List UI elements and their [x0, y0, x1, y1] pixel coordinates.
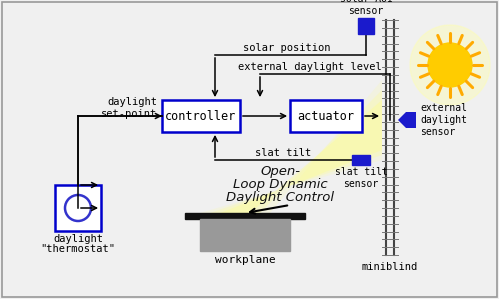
Text: daylight: daylight	[53, 234, 103, 244]
Circle shape	[428, 43, 472, 87]
Text: Daylight Control: Daylight Control	[226, 191, 334, 204]
Text: slat tilt
sensor: slat tilt sensor	[334, 167, 387, 189]
Polygon shape	[398, 112, 416, 128]
Bar	[185, 213, 305, 219]
Circle shape	[410, 25, 490, 105]
Text: actuator: actuator	[297, 109, 354, 123]
Polygon shape	[220, 100, 382, 213]
FancyBboxPatch shape	[162, 100, 240, 132]
Text: daylight
set-point: daylight set-point	[101, 97, 157, 119]
Text: solar AOI
sensor: solar AOI sensor	[339, 0, 392, 16]
Polygon shape	[200, 80, 382, 213]
Text: solar position: solar position	[243, 43, 330, 53]
Text: "thermostat": "thermostat"	[40, 244, 115, 254]
Text: Loop Dynamic: Loop Dynamic	[233, 178, 327, 191]
Text: external daylight level: external daylight level	[238, 62, 382, 72]
Bar	[200, 219, 290, 251]
Text: Open-: Open-	[260, 165, 300, 178]
Bar	[352, 155, 370, 165]
Text: slat tilt: slat tilt	[255, 148, 311, 158]
FancyBboxPatch shape	[55, 185, 101, 231]
Text: external
daylight
sensor: external daylight sensor	[420, 103, 467, 137]
Text: workplane: workplane	[215, 255, 275, 265]
Bar	[358, 18, 374, 34]
FancyBboxPatch shape	[290, 100, 362, 132]
Text: controller: controller	[165, 109, 237, 123]
Text: miniblind: miniblind	[362, 262, 418, 272]
Polygon shape	[210, 90, 382, 213]
